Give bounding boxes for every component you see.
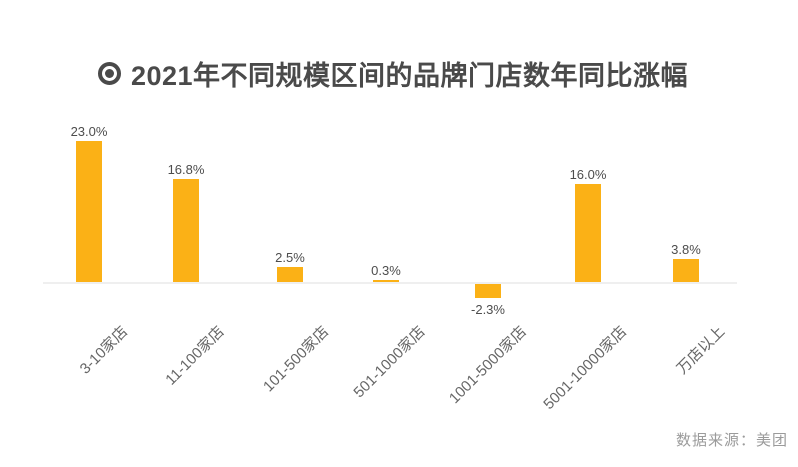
category-label: 3-10家店 [76,323,132,378]
bar-万店以上 [673,259,699,282]
bullseye-dot-icon [104,68,114,78]
bar-101-500家店 [277,267,303,282]
x-axis-baseline [43,282,737,284]
data-source-note: 数据来源：美团 [675,432,788,449]
category-label: 5001-10000家店 [540,323,631,413]
chart-title-row: 2021年不同规模区间的品牌门店数年同比涨幅 [0,56,792,91]
bar-1001-5000家店 [475,284,501,298]
value-label: 23.0% [70,124,108,139]
bar-11-100家店 [173,179,199,282]
value-label: 16.8% [167,162,205,177]
bar-3-10家店 [76,141,102,282]
value-label: 16.0% [569,167,607,182]
bar-5001-10000家店 [575,184,601,282]
category-label: 501-1000家店 [350,323,429,402]
value-label: 0.3% [371,263,401,278]
value-label: -2.3% [471,302,505,317]
chart-title: 2021年不同规模区间的品牌门店数年同比涨幅 [130,60,689,91]
bullseye-icon [97,61,121,85]
value-label: 2.5% [275,250,305,265]
category-label: 101-500家店 [259,323,333,396]
value-label: 3.8% [671,242,701,257]
bar-501-1000家店 [373,280,399,282]
category-label: 11-100家店 [162,323,229,389]
category-label: 1001-5000家店 [446,323,531,408]
category-label: 万店以上 [673,323,729,378]
